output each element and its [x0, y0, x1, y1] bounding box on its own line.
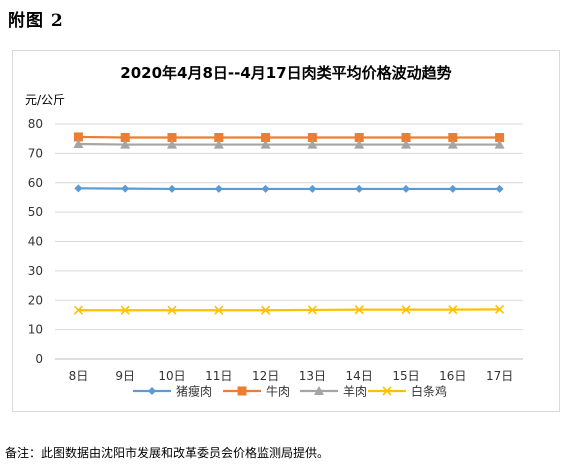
- data-point: [401, 305, 411, 315]
- data-point: [402, 184, 410, 193]
- series-line: [78, 187, 500, 191]
- data-point: [307, 139, 318, 149]
- data-point: [495, 304, 505, 314]
- y-tick-label: 10: [28, 323, 43, 337]
- data-point: [261, 184, 270, 193]
- series-3: [73, 138, 505, 149]
- series-line: [78, 142, 500, 146]
- data-point: [382, 386, 392, 396]
- chart-title: 2020年4月8日--4月17日肉类平均价格波动趋势: [120, 64, 451, 82]
- series-4: [73, 304, 505, 315]
- legend-label: 白条鸡: [411, 384, 447, 399]
- y-tick-label: 0: [35, 352, 43, 366]
- x-tick-label: 10日: [158, 369, 185, 383]
- legend-item: 猪瘦肉: [133, 384, 212, 399]
- data-point: [73, 132, 83, 142]
- x-tick-label: 9日: [115, 369, 135, 383]
- y-axis-unit-label: 元/公斤: [25, 93, 65, 107]
- x-tick-label: 8日: [69, 369, 89, 383]
- data-point: [354, 139, 365, 149]
- data-point: [214, 184, 223, 193]
- data-point: [74, 184, 83, 193]
- data-point: [448, 305, 458, 315]
- data-point: [260, 139, 271, 149]
- data-point: [148, 387, 156, 395]
- data-point: [214, 305, 224, 315]
- legend-label: 猪瘦肉: [176, 384, 212, 399]
- data-point: [354, 305, 364, 315]
- footnote: 备注：此图数据由沈阳市发展和改革委员会价格监测局提供。: [5, 446, 330, 460]
- data-point: [121, 184, 130, 193]
- chart-container: 2020年4月8日--4月17日肉类平均价格波动趋势元/公斤 0 10 20 30 40 5…: [12, 50, 560, 412]
- data-point: [120, 139, 131, 149]
- data-point: [237, 386, 247, 396]
- y-tick-label: 20: [28, 293, 43, 307]
- data-point: [447, 139, 458, 149]
- series-1: [74, 184, 504, 193]
- data-point: [355, 184, 364, 193]
- y-tick-label: 40: [28, 235, 43, 249]
- y-tick-label: 60: [28, 176, 43, 190]
- x-tick-label: 14日: [346, 369, 373, 383]
- x-tick-label: 17日: [486, 369, 513, 383]
- data-point: [120, 305, 130, 315]
- data-point: [401, 139, 411, 149]
- data-point: [401, 133, 411, 143]
- legend-item: 牛肉: [223, 384, 290, 399]
- data-point: [261, 305, 271, 315]
- y-tick-label: 70: [28, 146, 43, 160]
- data-point: [448, 184, 457, 193]
- data-point: [307, 305, 317, 315]
- data-point: [73, 138, 84, 148]
- data-point: [308, 184, 317, 193]
- x-tick-label: 11日: [205, 369, 232, 383]
- y-tick-label: 80: [28, 117, 43, 131]
- data-point: [214, 133, 224, 143]
- y-tick-label: 30: [28, 264, 43, 278]
- data-point: [73, 305, 83, 315]
- data-point: [495, 133, 505, 143]
- data-point: [261, 133, 271, 143]
- x-tick-label: 15日: [392, 369, 419, 383]
- figure-heading: 附图 2: [8, 11, 64, 31]
- x-tick-label: 16日: [439, 369, 466, 383]
- data-point: [167, 133, 177, 143]
- data-point: [167, 305, 177, 315]
- data-point: [495, 184, 504, 193]
- data-point: [448, 133, 458, 143]
- series-line: [78, 135, 500, 139]
- data-point: [307, 133, 317, 143]
- y-tick-label: 50: [28, 205, 43, 219]
- legend-item: 羊肉: [300, 384, 367, 399]
- legend-label: 牛肉: [266, 384, 290, 399]
- data-point: [494, 139, 505, 149]
- series-line: [78, 308, 500, 312]
- x-tick-label: 12日: [252, 369, 279, 383]
- series-2: [73, 132, 505, 143]
- data-point: [354, 133, 364, 143]
- data-point: [168, 184, 176, 193]
- legend-label: 羊肉: [343, 384, 367, 399]
- x-tick-label: 13日: [299, 369, 326, 383]
- data-point: [213, 139, 224, 149]
- legend-item: 白条鸡: [368, 384, 447, 399]
- data-point: [314, 386, 324, 395]
- data-point: [167, 139, 177, 149]
- data-point: [120, 133, 130, 143]
